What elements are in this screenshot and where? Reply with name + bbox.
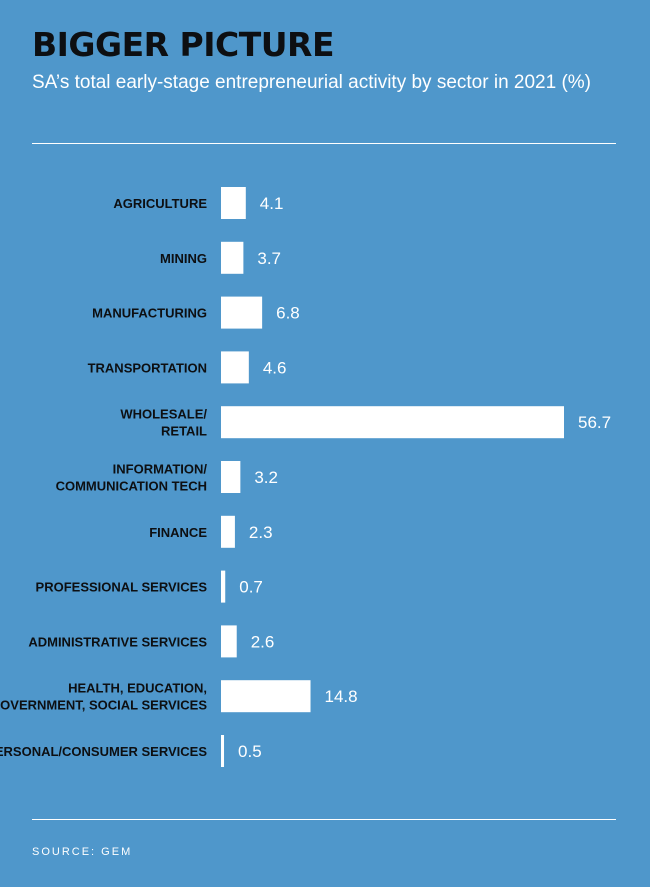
category-label: INFORMATION/: [113, 462, 208, 477]
source-note: SOURCE: GEM: [32, 846, 133, 858]
bar: [221, 735, 225, 767]
bar-value-label: 4.1: [260, 194, 284, 213]
bar-value-label: 56.7: [578, 413, 611, 432]
category-label: WHOLESALE/: [120, 407, 207, 422]
bar-value-label: 0.7: [239, 578, 263, 597]
top-divider: [32, 143, 616, 144]
bar: [221, 515, 235, 548]
category-label: PERSONAL/CONSUMER SERVICES: [0, 744, 207, 759]
bar: [221, 241, 244, 274]
chart-subtitle: SA’s total early-stage entrepreneurial a…: [32, 72, 592, 93]
bar: [221, 296, 263, 329]
bar-value-label: 2.6: [251, 632, 275, 651]
category-label: TRANSPORTATION: [88, 360, 207, 375]
bar-value-label: 4.6: [263, 358, 287, 377]
bar-value-label: 2.3: [249, 523, 273, 542]
bar-value-label: 6.8: [276, 304, 300, 323]
bar: [221, 351, 249, 384]
category-label: AGRICULTURE: [113, 196, 207, 211]
category-label: MINING: [160, 251, 207, 266]
bar: [221, 570, 226, 603]
bottom-divider: [32, 819, 616, 820]
bar-value-label: 3.2: [254, 468, 278, 487]
bar: [221, 406, 564, 439]
category-label: ADMINISTRATIVE SERVICES: [28, 634, 207, 649]
category-label: FINANCE: [149, 525, 207, 540]
category-label: HEALTH, EDUCATION,: [68, 681, 207, 696]
category-label: MANUFACTURING: [92, 306, 207, 321]
bar: [221, 680, 311, 713]
chart-title: BIGGER PICTURE: [32, 25, 335, 64]
category-label: GOVERNMENT, SOCIAL SERVICES: [0, 698, 207, 713]
bar: [221, 461, 241, 493]
bar: [221, 625, 237, 658]
bar-value-label: 14.8: [325, 687, 358, 706]
category-label: COMMUNICATION TECH: [56, 479, 207, 494]
bar-value-label: 0.5: [238, 742, 262, 761]
category-label: PROFESSIONAL SERVICES: [36, 580, 208, 595]
category-label: RETAIL: [161, 424, 207, 439]
bar-value-label: 3.7: [257, 249, 281, 268]
bar: [221, 187, 246, 219]
